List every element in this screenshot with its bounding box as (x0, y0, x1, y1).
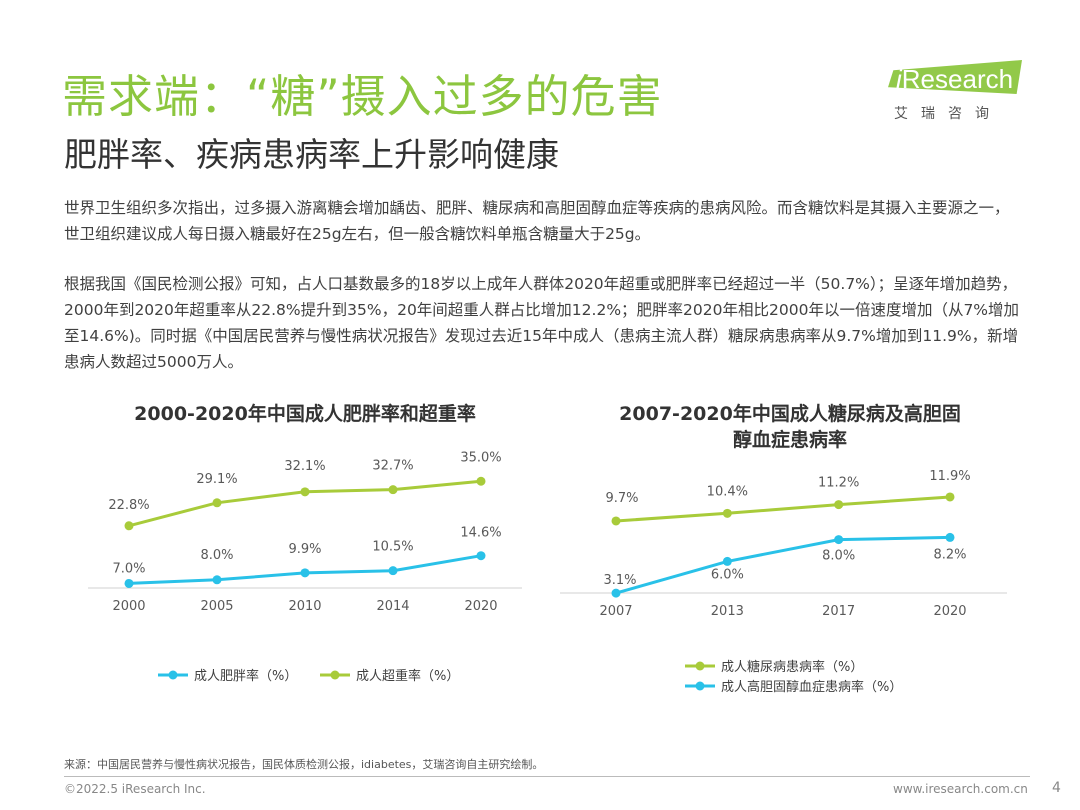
legend-label: 成人高胆固醇血症患病率（%） (721, 679, 902, 695)
data-point (476, 476, 486, 486)
data-label: 29.1% (196, 472, 237, 487)
data-point (212, 575, 222, 585)
footer-divider (64, 776, 1030, 777)
data-label: 8.0% (822, 549, 855, 564)
x-tick-label: 2010 (288, 599, 321, 614)
data-point (945, 532, 955, 542)
data-point (300, 568, 310, 578)
data-label: 3.1% (603, 573, 636, 588)
legend-marker (695, 661, 705, 671)
x-tick-label: 2000 (112, 599, 145, 614)
data-label: 8.2% (933, 547, 966, 562)
series-line (615, 495, 951, 523)
data-point (212, 498, 222, 508)
data-label: 7.0% (112, 561, 145, 576)
legend-label: 成人糖尿病患病率（%） (721, 659, 863, 675)
data-point (945, 492, 955, 502)
x-tick-label: 2020 (464, 599, 497, 614)
data-point (388, 566, 398, 576)
series-line (615, 535, 951, 595)
x-tick-label: 2020 (933, 604, 966, 619)
data-label: 8.0% (200, 548, 233, 563)
x-tick-label: 2007 (599, 604, 632, 619)
x-tick-label: 2017 (822, 604, 855, 619)
obesity-overweight-chart: 2000-2020年中国成人肥胖率和超重率 2000 2005 2010 2014 20… (70, 395, 540, 705)
data-point (476, 551, 486, 561)
x-tick-label: 2014 (376, 599, 409, 614)
website-link[interactable]: www.iresearch.com.cn (893, 782, 1028, 796)
data-label: 9.7% (605, 491, 638, 506)
source-note: 来源：中国居民营养与慢性病状况报告，国民体质检测公报，idiabetes，艾瑞咨… (64, 758, 544, 771)
chart-title: 2007-2020年中国成人糖尿病及高胆固 醇血症患病率 (555, 401, 1025, 453)
data-label: 32.1% (284, 459, 325, 474)
data-label: 10.5% (372, 540, 413, 555)
data-label: 32.7% (372, 459, 413, 474)
data-point (124, 578, 134, 588)
chart-title-line-2: 醇血症患病率 (732, 429, 847, 451)
legend-label: 成人超重率（%） (356, 668, 459, 684)
data-label: 35.0% (460, 450, 501, 465)
data-point (388, 485, 398, 495)
data-point (124, 521, 134, 531)
data-label: 11.9% (929, 469, 970, 484)
legend-marker (695, 681, 705, 691)
page-number: 4 (1052, 780, 1061, 796)
legend-marker (168, 670, 178, 680)
data-point (834, 500, 844, 510)
page-title: 需求端：“糖”摄入过多的危害 (62, 70, 663, 123)
iresearch-logo: iResearch 艾瑞咨询 (888, 56, 1028, 126)
chart-title: 2000-2020年中国成人肥胖率和超重率 (134, 403, 476, 425)
x-tick-label: 2013 (711, 604, 744, 619)
logo-wordmark: iResearch (896, 64, 1014, 94)
diabetes-cholesterol-plot: 2007 2013 2017 2020 9.7% 10.4% 11.2% 11.9% 3.1% 6… (560, 469, 1007, 695)
data-point (611, 588, 621, 598)
page-subtitle: 肥胖率、疾病患病率上升影响健康 (64, 135, 559, 174)
x-tick-label: 2005 (200, 599, 233, 614)
logo-chinese-name: 艾瑞咨询 (894, 106, 1002, 122)
data-label: 22.8% (108, 498, 149, 513)
data-paragraph: 根据我国《国民检测公报》可知，占人口基数最多的18岁以上成年人群体2020年超重… (64, 275, 1020, 371)
chart-title-line-1: 2007-2020年中国成人糖尿病及高胆固 (619, 403, 961, 425)
data-point (722, 508, 732, 518)
data-label: 14.6% (460, 526, 501, 541)
legend-label: 成人肥胖率（%） (194, 668, 297, 684)
intro-paragraph: 世界卫生组织多次指出，过多摄入游离糖会增加龋齿、肥胖、糖尿病和高胆固醇血症等疾病… (64, 199, 1010, 243)
data-label: 9.9% (288, 542, 321, 557)
diabetes-cholesterol-chart: 2007-2020年中国成人糖尿病及高胆固 醇血症患病率 2007 2013 201… (555, 395, 1025, 715)
data-point (611, 516, 621, 526)
copyright: ©2022.5 iResearch Inc. (64, 782, 206, 796)
data-label: 6.0% (711, 567, 744, 582)
data-label: 11.2% (818, 476, 859, 491)
data-label: 10.4% (707, 484, 748, 499)
data-point (300, 487, 310, 497)
data-point (834, 535, 844, 545)
legend-marker (330, 670, 340, 680)
obesity-overweight-plot: 2000 2005 2010 2014 2020 7.0% 8.0% 9.9% 10.5% 14.… (88, 450, 522, 684)
data-point (722, 556, 732, 566)
